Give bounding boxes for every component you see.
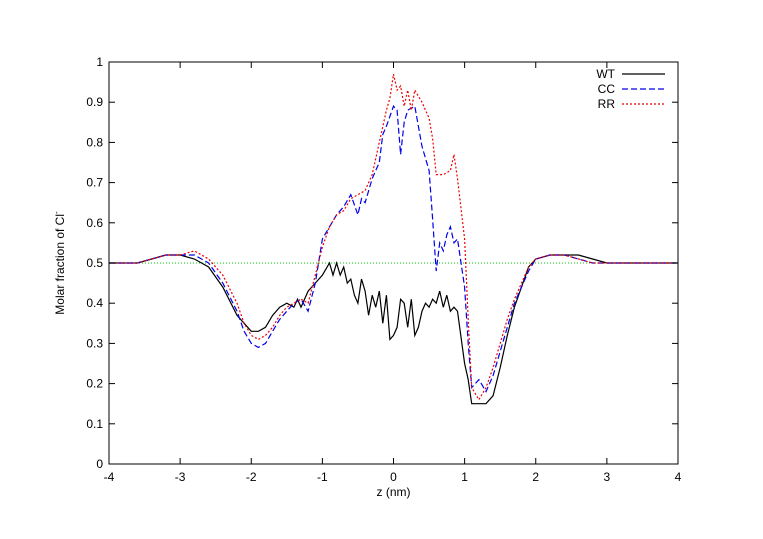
series-line-rr [109, 73, 678, 401]
series-line-cc [109, 105, 678, 393]
y-axis-title: Molar fraction of Cl- [52, 211, 67, 315]
legend-label-rr: RR [598, 97, 616, 111]
tick-layer: -4 -3 -2 -1 0 1 2 3 4 0 0.1 0.2 0.3 0.4 0.5 0.6 0.7 0.8 0.… [86, 55, 681, 484]
y-tick-label: 0.7 [86, 176, 103, 190]
y-tick-label: 0.8 [86, 135, 103, 149]
x-tick-label: 1 [461, 470, 468, 484]
x-tick-label: -1 [317, 470, 328, 484]
x-tick-label: 3 [604, 470, 611, 484]
x-tick-label: -2 [246, 470, 257, 484]
y-axis-title-superscript: - [52, 211, 61, 214]
series-layer [109, 73, 678, 405]
legend-label-wt: WT [596, 67, 615, 81]
y-axis-title-main: Molar fraction of Cl [53, 214, 67, 315]
x-tick-label: 2 [532, 470, 539, 484]
series-line-wt [109, 254, 678, 405]
x-tick-label: 4 [675, 470, 682, 484]
x-tick-label: 0 [390, 470, 397, 484]
y-tick-label: 0.4 [86, 296, 103, 310]
y-tick-label: 0.5 [86, 256, 103, 270]
y-tick-label: 0.9 [86, 95, 103, 109]
legend-label-cc: CC [598, 82, 616, 96]
y-tick-label: 0.6 [86, 216, 103, 230]
x-tick-label: -4 [104, 470, 115, 484]
y-tick-label: 0 [96, 457, 103, 471]
x-tick-label: -3 [175, 470, 186, 484]
y-tick-label: 0.3 [86, 336, 103, 350]
y-tick-label: 0.1 [86, 417, 103, 431]
y-tick-label: 0.2 [86, 377, 103, 391]
x-axis-title: z (nm) [377, 485, 411, 499]
y-tick-label: 1 [96, 55, 103, 69]
